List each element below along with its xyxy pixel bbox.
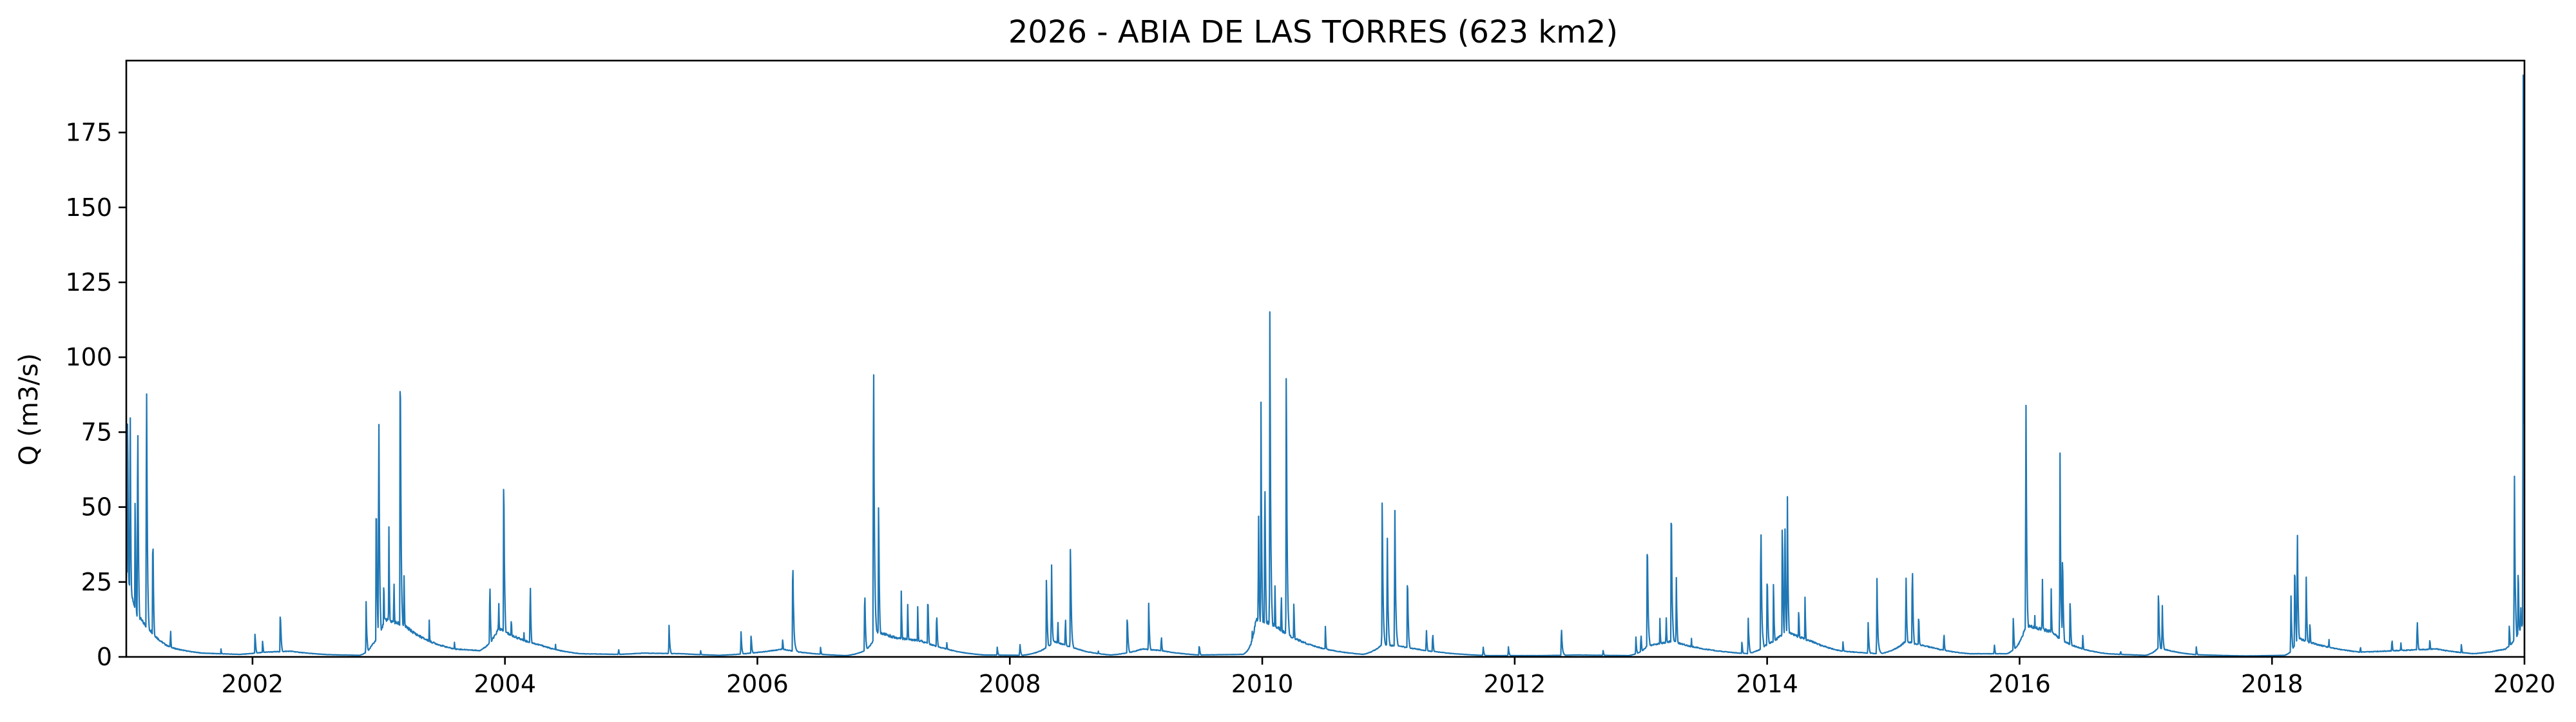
- x-axis: 2002 2004 2006 2008 2010 2012 2014 2016 2018 2020: [222, 657, 2556, 698]
- x-tick-label: 2008: [979, 670, 1041, 698]
- x-tick-label: 2010: [1231, 670, 1294, 698]
- x-tick-label: 2012: [1483, 670, 1546, 698]
- x-tick-label: 2020: [2494, 670, 2556, 698]
- series-layer: [126, 74, 2524, 657]
- y-tick-label: 75: [81, 418, 112, 446]
- y-tick-label: 50: [81, 493, 112, 522]
- plot-frame: [125, 59, 2526, 658]
- y-tick-label: 175: [65, 119, 112, 147]
- x-tick-label: 2002: [222, 670, 284, 698]
- x-tick-label: 2018: [2241, 670, 2303, 698]
- y-tick-label: 0: [97, 643, 112, 671]
- y-axis: 0 25 50 75 100 125 150 175: [65, 119, 126, 671]
- y-tick-label: 25: [81, 568, 112, 596]
- x-tick-label: 2014: [1736, 670, 1798, 698]
- x-tick-label: 2006: [726, 670, 789, 698]
- y-axis-label: Q (m3/s): [14, 353, 44, 465]
- series-line: [126, 74, 2524, 657]
- y-tick-label: 125: [65, 268, 112, 297]
- y-tick-label: 100: [65, 343, 112, 371]
- y-tick-label: 150: [65, 193, 112, 222]
- x-tick-label: 2016: [1988, 670, 2051, 698]
- x-tick-label: 2004: [474, 670, 536, 698]
- chart-title: 2026 - ABIA DE LAS TORRES (623 km2): [1008, 14, 1618, 50]
